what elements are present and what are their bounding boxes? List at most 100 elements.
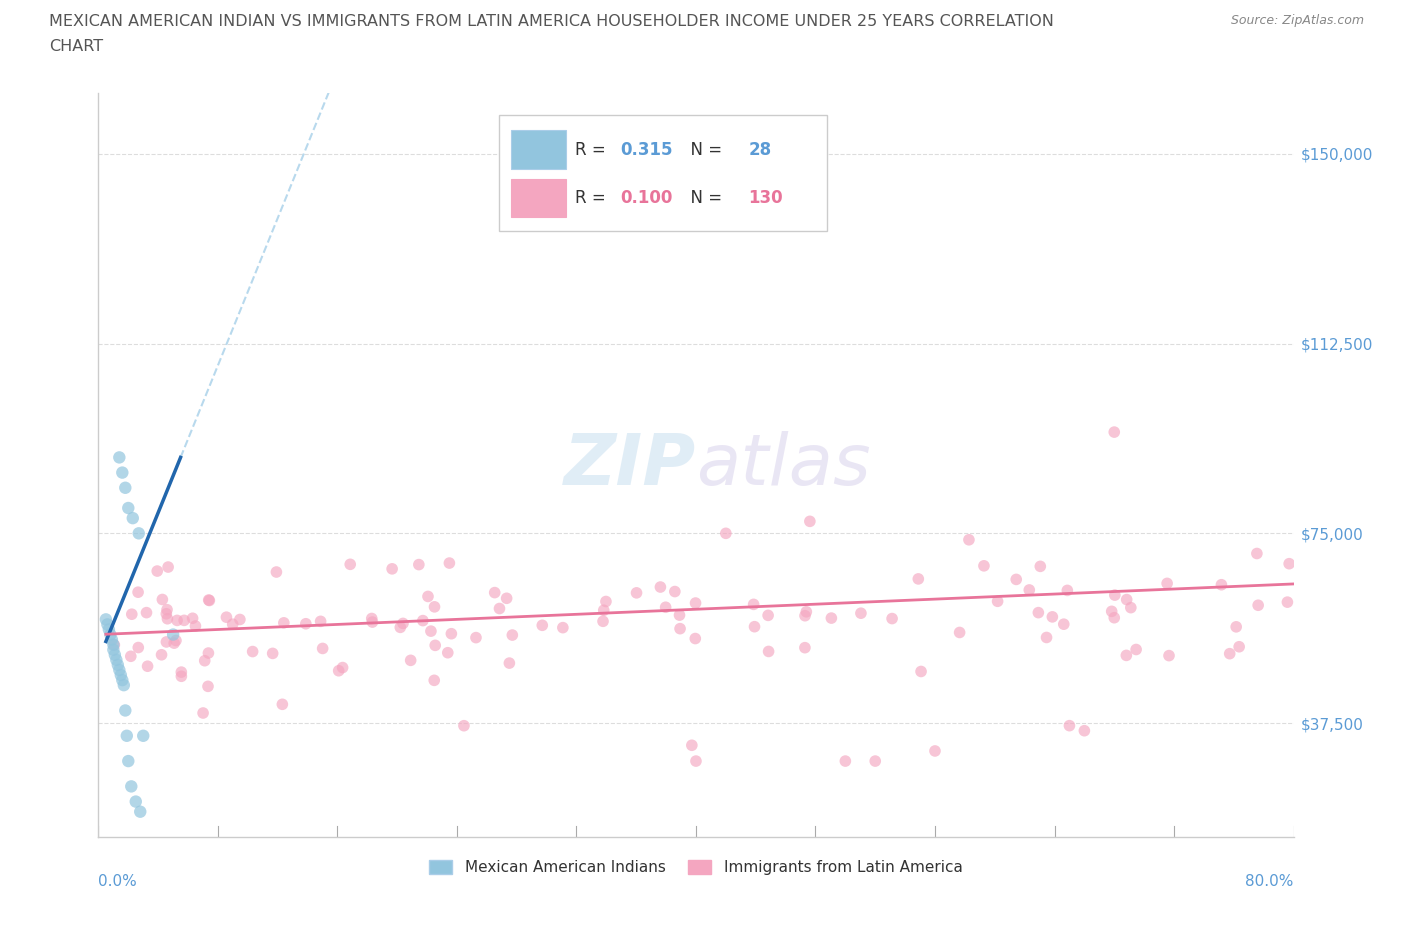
Point — [399, 653, 422, 668]
Text: MEXICAN AMERICAN INDIAN VS IMMIGRANTS FROM LATIN AMERICA HOUSEHOLDER INCOME UNDE: MEXICAN AMERICAN INDIAN VS IMMIGRANTS FR… — [49, 14, 1054, 29]
Point — [198, 593, 221, 608]
Point — [361, 615, 384, 630]
FancyBboxPatch shape — [510, 130, 565, 169]
Point — [197, 645, 219, 660]
Point — [98, 627, 122, 642]
Point — [108, 662, 131, 677]
Point — [714, 525, 737, 540]
Point — [1119, 600, 1142, 615]
Point — [685, 753, 707, 768]
Point — [229, 612, 252, 627]
Point — [155, 606, 177, 621]
Point — [685, 631, 707, 646]
Point — [796, 604, 818, 619]
Point — [115, 728, 138, 743]
Point — [121, 511, 143, 525]
Point — [1125, 642, 1147, 657]
Point — [114, 480, 136, 495]
Point — [924, 743, 946, 758]
Point — [136, 658, 159, 673]
Point — [1104, 610, 1126, 625]
Point — [392, 616, 415, 631]
Point — [117, 500, 139, 515]
Point — [105, 653, 128, 668]
Point — [114, 703, 136, 718]
Point — [128, 525, 150, 540]
Point — [1005, 572, 1028, 587]
Point — [685, 595, 707, 610]
Point — [107, 658, 129, 672]
Point — [1211, 578, 1233, 592]
Point — [1247, 598, 1270, 613]
Point — [408, 557, 430, 572]
Point — [910, 664, 932, 679]
Point — [94, 612, 117, 627]
Point — [1053, 617, 1076, 631]
Point — [1018, 582, 1040, 597]
Point — [1157, 648, 1180, 663]
Point — [440, 626, 463, 641]
Point — [412, 613, 434, 628]
Point — [1028, 605, 1050, 620]
Point — [1156, 576, 1178, 591]
Point — [758, 644, 780, 658]
Point — [165, 633, 187, 648]
Point — [551, 620, 574, 635]
Point — [495, 591, 517, 605]
Point — [439, 555, 461, 570]
Point — [135, 605, 157, 620]
Point — [973, 558, 995, 573]
Point — [103, 637, 125, 652]
Point — [592, 603, 614, 618]
Point — [1035, 630, 1057, 644]
Point — [626, 585, 648, 600]
Text: 80.0%: 80.0% — [1246, 874, 1294, 889]
Point — [423, 673, 446, 688]
Point — [96, 617, 118, 631]
Text: 0.100: 0.100 — [620, 189, 673, 206]
Point — [1073, 724, 1095, 738]
FancyBboxPatch shape — [499, 115, 828, 231]
Point — [799, 514, 821, 529]
Point — [820, 611, 842, 626]
Point — [127, 640, 149, 655]
Point — [117, 753, 139, 768]
Point — [416, 589, 439, 604]
Point — [184, 618, 207, 633]
Point — [389, 620, 412, 635]
Point — [215, 610, 238, 625]
Point — [501, 628, 523, 643]
Point — [197, 592, 219, 607]
Point — [865, 753, 887, 768]
Point — [191, 706, 214, 721]
Point — [108, 450, 131, 465]
Point — [163, 636, 186, 651]
Point — [166, 613, 188, 628]
Point — [110, 668, 132, 683]
Point — [221, 617, 243, 631]
Point — [271, 697, 294, 711]
Point — [592, 614, 614, 629]
Point — [146, 564, 169, 578]
Text: atlas: atlas — [696, 431, 870, 499]
Point — [332, 660, 354, 675]
Point — [1040, 609, 1063, 624]
Point — [381, 562, 404, 577]
Point — [650, 579, 672, 594]
Text: CHART: CHART — [49, 39, 103, 54]
Point — [1227, 639, 1250, 654]
Point — [156, 611, 179, 626]
Point — [103, 637, 125, 652]
Point — [157, 560, 180, 575]
Point — [162, 627, 184, 642]
Point — [834, 753, 856, 768]
FancyBboxPatch shape — [510, 179, 565, 218]
Point — [309, 614, 332, 629]
Point — [423, 600, 446, 615]
Point — [949, 625, 972, 640]
Point — [484, 585, 506, 600]
Text: R =: R = — [575, 140, 612, 158]
Text: N =: N = — [681, 189, 728, 206]
Point — [1056, 583, 1078, 598]
Point — [266, 565, 288, 579]
